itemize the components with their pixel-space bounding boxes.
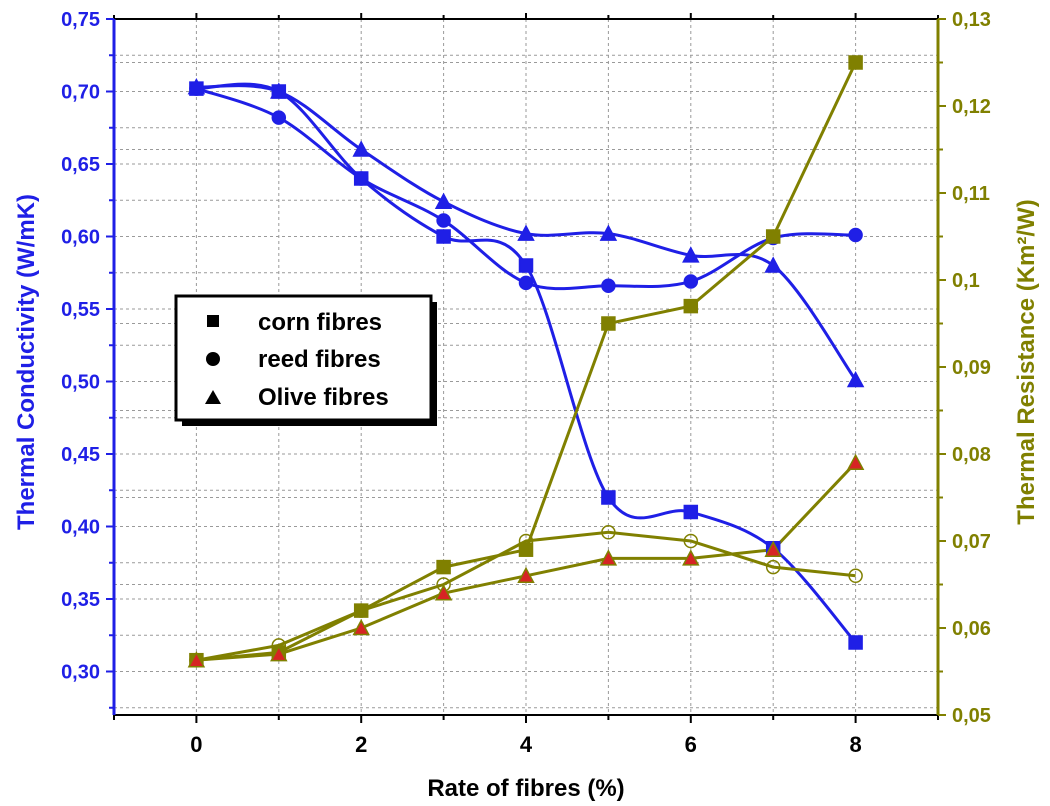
- y-left-tick-label: 0,65: [61, 154, 100, 176]
- y-left-tick-label: 0,35: [61, 589, 100, 611]
- marker-corn-fibres-conductivity: [520, 259, 533, 272]
- marker-reed-fibres-conductivity: [602, 279, 615, 292]
- legend: corn fibres reed fibres Olive fibres: [176, 296, 437, 426]
- x-tick-label: 4: [520, 732, 533, 757]
- marker-olive-fibres-conductivity: [766, 258, 781, 272]
- marker-olive-fibres-resistance: [354, 621, 369, 635]
- marker-corn-fibres-resistance: [767, 230, 780, 243]
- y-left-tick-label: 0,70: [61, 82, 100, 104]
- marker-olive-fibres-conductivity: [436, 194, 451, 208]
- marker-olive-fibres-resistance: [848, 455, 863, 469]
- y-right-tick-label: 0,06: [952, 618, 991, 640]
- y-right-tick-label: 0,08: [952, 444, 991, 466]
- y-left-axis-title: Thermal Conductivity (W/mK): [13, 194, 40, 530]
- y-right-tick-label: 0,09: [952, 357, 991, 379]
- marker-corn-fibres-conductivity: [437, 230, 450, 243]
- marker-reed-fibres-conductivity: [272, 111, 285, 124]
- legend-circle-icon: [206, 352, 220, 366]
- marker-reed-fibres-conductivity: [437, 214, 450, 227]
- legend-label-olive: Olive fibres: [258, 384, 389, 411]
- y-left-tick-label: 0,75: [61, 9, 100, 31]
- marker-reed-fibres-conductivity: [684, 275, 697, 288]
- y-right-tick-label: 0,05: [952, 705, 991, 727]
- x-tick-label: 6: [685, 732, 697, 757]
- y-right-axis-title: Thermal Resistance (Km²/W): [1013, 199, 1040, 524]
- x-tick-label: 8: [849, 732, 861, 757]
- y-left-tick-label: 0,45: [61, 444, 100, 466]
- legend-label-reed: reed fibres: [258, 346, 381, 373]
- y-right-tick-label: 0,13: [952, 9, 991, 31]
- marker-reed-fibres-conductivity: [355, 172, 368, 185]
- marker-corn-fibres-resistance: [602, 317, 615, 330]
- y-right-tick-label: 0,07: [952, 531, 991, 553]
- marker-corn-fibres-conductivity: [849, 636, 862, 649]
- y-left-tick-label: 0,40: [61, 517, 100, 539]
- marker-corn-fibres-resistance: [684, 300, 697, 313]
- marker-corn-fibres-conductivity: [602, 491, 615, 504]
- marker-corn-fibres-resistance: [437, 561, 450, 574]
- y-left-tick-label: 0,50: [61, 372, 100, 394]
- x-tick-label: 0: [190, 732, 202, 757]
- marker-reed-fibres-conductivity: [520, 276, 533, 289]
- x-axis-title: Rate of fibres (%): [427, 775, 624, 802]
- y-left-tick-label: 0,30: [61, 662, 100, 684]
- legend-square-icon: [207, 315, 219, 327]
- marker-corn-fibres-resistance: [849, 56, 862, 69]
- legend-label-corn: corn fibres: [258, 309, 382, 336]
- y-left-tick-label: 0,55: [61, 299, 100, 321]
- y-right-tick-label: 0,1: [952, 270, 980, 292]
- marker-corn-fibres-conductivity: [684, 506, 697, 519]
- y-left-tick-label: 0,60: [61, 227, 100, 249]
- x-tick-label: 2: [355, 732, 367, 757]
- y-right-tick-label: 0,12: [952, 96, 991, 118]
- marker-reed-fibres-conductivity: [849, 229, 862, 242]
- y-right-tick-label: 0,11: [952, 183, 990, 205]
